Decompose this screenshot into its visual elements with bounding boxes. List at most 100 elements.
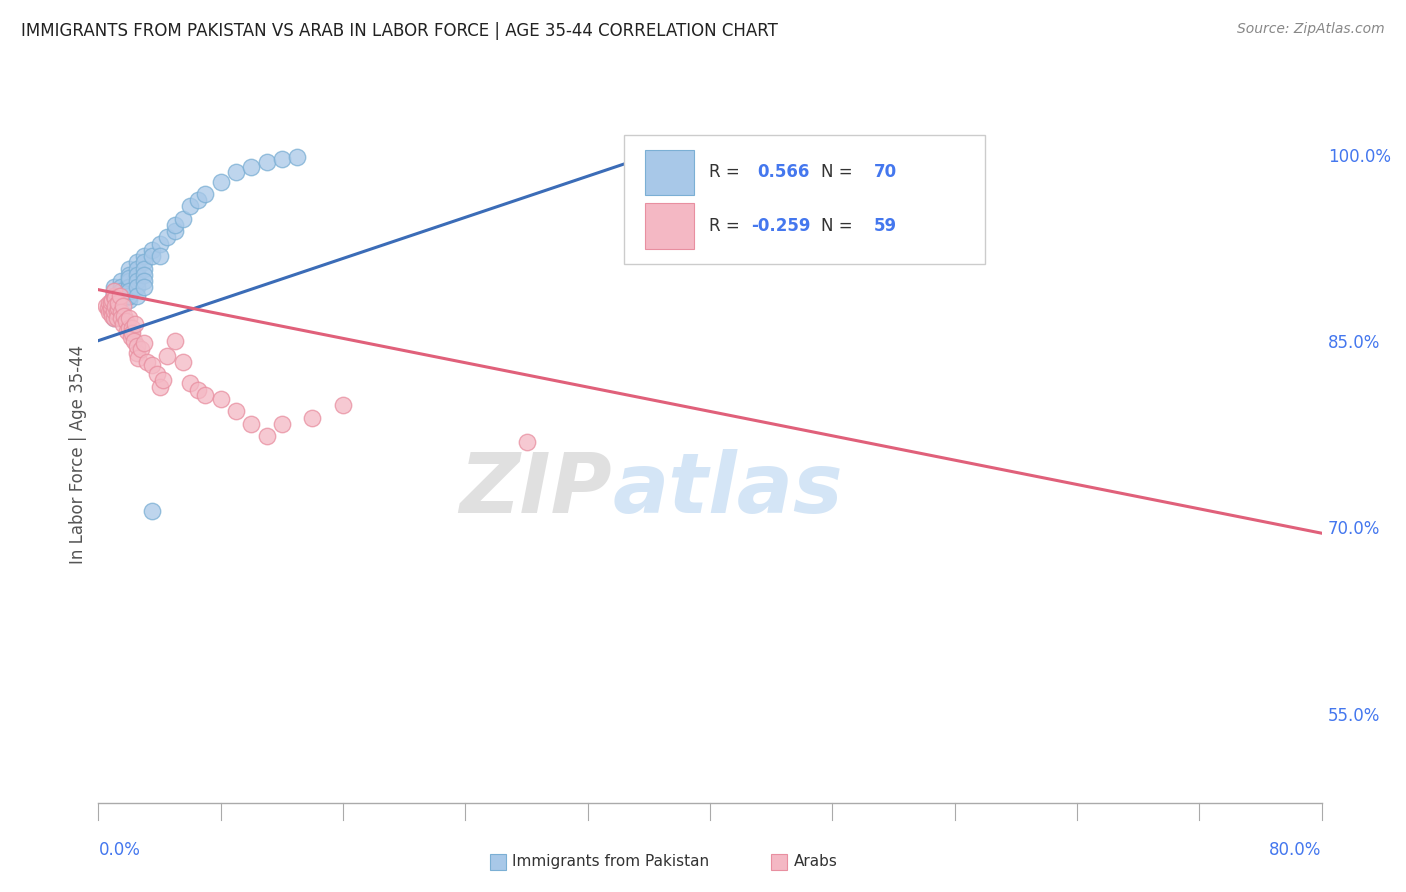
Point — [187, 384, 209, 398]
Point — [103, 289, 125, 303]
Point — [110, 274, 132, 288]
Point — [103, 299, 125, 313]
Text: 55.0%: 55.0% — [1327, 706, 1381, 725]
Point — [118, 321, 141, 335]
Point — [103, 291, 125, 305]
Point — [100, 295, 122, 310]
Point — [111, 299, 134, 313]
Point — [100, 303, 122, 318]
Point — [125, 338, 148, 352]
Point — [270, 417, 292, 431]
Point — [141, 504, 163, 518]
Point — [110, 311, 132, 326]
Text: Immigrants from Pakistan: Immigrants from Pakistan — [512, 855, 709, 870]
Point — [127, 351, 149, 365]
Point — [516, 435, 538, 450]
Point — [225, 164, 247, 178]
Point — [103, 311, 125, 326]
Point — [943, 150, 966, 164]
Point — [118, 289, 141, 303]
Text: R =: R = — [709, 217, 745, 235]
Bar — [772, 855, 787, 870]
Point — [103, 303, 125, 318]
Point — [163, 224, 186, 238]
Point — [125, 280, 148, 294]
Point — [187, 193, 209, 207]
Point — [118, 261, 141, 276]
Point — [118, 280, 141, 294]
Point — [107, 301, 129, 316]
Point — [103, 284, 125, 298]
Point — [103, 293, 125, 307]
Point — [124, 318, 146, 332]
Point — [179, 199, 201, 213]
Text: 85.0%: 85.0% — [1327, 334, 1381, 352]
Point — [134, 255, 156, 269]
Point — [110, 284, 132, 298]
Point — [111, 318, 134, 332]
Text: ZIP: ZIP — [460, 450, 612, 530]
Text: 70: 70 — [875, 163, 897, 181]
Point — [156, 230, 179, 244]
Text: N =: N = — [821, 163, 858, 181]
Point — [103, 306, 125, 320]
Point — [103, 293, 125, 308]
Point — [103, 295, 125, 310]
Point — [118, 311, 141, 326]
Point — [103, 311, 125, 326]
Point — [301, 410, 323, 425]
Y-axis label: In Labor Force | Age 35-44: In Labor Force | Age 35-44 — [69, 345, 87, 565]
Text: Source: ZipAtlas.com: Source: ZipAtlas.com — [1237, 22, 1385, 37]
Point — [134, 274, 156, 288]
Point — [332, 398, 354, 412]
Point — [163, 334, 186, 348]
Point — [172, 211, 194, 226]
Text: 0.566: 0.566 — [758, 163, 810, 181]
Point — [141, 249, 163, 263]
Point — [103, 293, 125, 307]
Point — [97, 301, 120, 316]
Point — [101, 293, 124, 307]
Point — [179, 376, 201, 390]
Point — [121, 321, 143, 335]
Point — [125, 346, 148, 360]
Point — [103, 286, 125, 301]
Point — [172, 355, 194, 369]
Point — [110, 286, 132, 301]
Point — [118, 268, 141, 282]
Point — [156, 349, 179, 363]
Point — [209, 175, 232, 189]
Point — [163, 218, 186, 232]
Point — [194, 388, 217, 402]
Point — [104, 299, 127, 313]
Point — [145, 367, 167, 381]
Point — [149, 249, 172, 263]
Point — [129, 343, 152, 357]
Point — [125, 268, 148, 282]
Point — [103, 280, 125, 294]
Point — [103, 305, 125, 319]
Point — [121, 326, 143, 341]
Point — [110, 280, 132, 294]
Point — [98, 296, 121, 310]
Text: R =: R = — [709, 163, 745, 181]
Point — [103, 284, 125, 298]
Point — [103, 310, 125, 324]
Point — [134, 261, 156, 276]
Point — [110, 289, 132, 303]
Point — [256, 154, 278, 169]
Point — [285, 150, 308, 164]
Point — [100, 300, 122, 314]
Point — [209, 392, 232, 406]
Point — [118, 289, 141, 303]
Point — [118, 284, 141, 298]
Point — [141, 359, 163, 373]
Point — [118, 274, 141, 288]
Text: 59: 59 — [875, 217, 897, 235]
Point — [105, 311, 128, 326]
Point — [134, 249, 156, 263]
Text: 80.0%: 80.0% — [1270, 841, 1322, 859]
Point — [125, 274, 148, 288]
Text: 100.0%: 100.0% — [1327, 148, 1391, 166]
Text: Arabs: Arabs — [793, 855, 838, 870]
